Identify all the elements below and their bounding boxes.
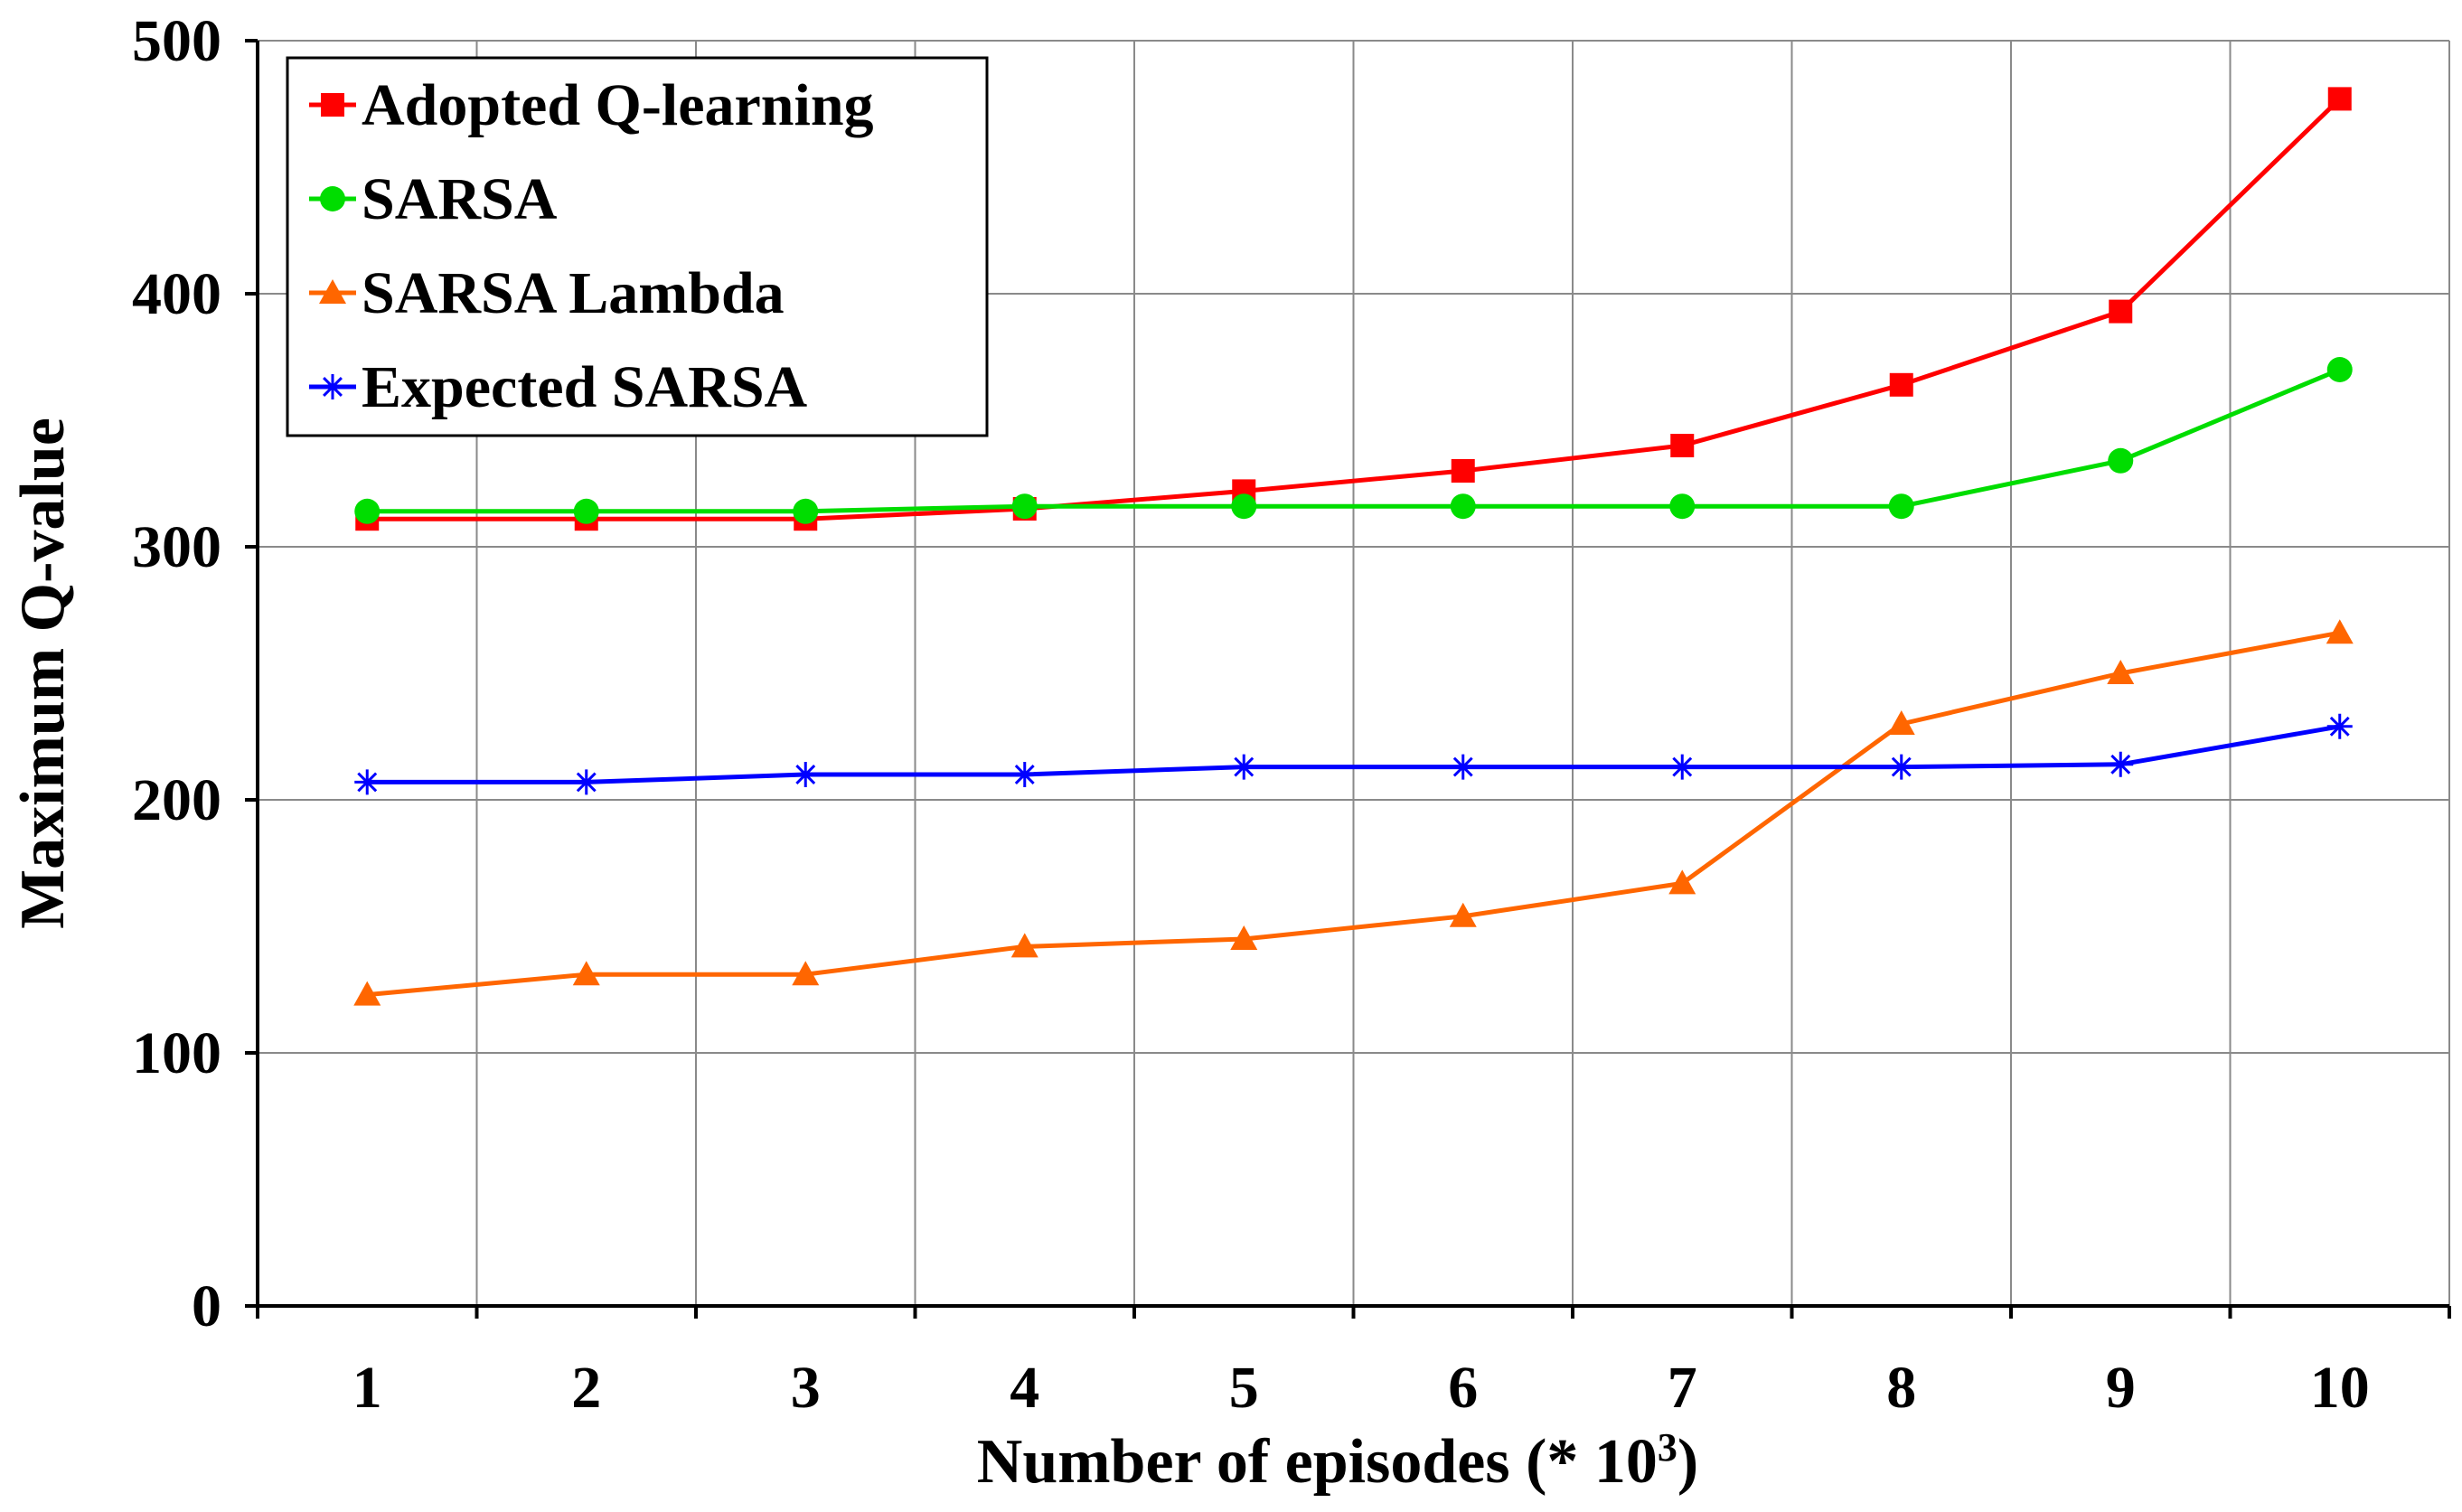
data-point: [2326, 357, 2353, 382]
y-axis-title: Maximum Q-value: [8, 418, 78, 929]
legend-item: SARSA Lambda: [309, 260, 785, 326]
data-point: [1889, 372, 1913, 397]
x-axis-title: Number of episodes (* 103): [977, 1425, 1698, 1497]
series-line: [367, 367, 2341, 514]
series-2: [353, 619, 2354, 1006]
data-point: [1668, 869, 1696, 895]
series-3: [354, 713, 2353, 795]
legend-label: Adopted Q-learning: [362, 72, 874, 138]
y-tick-label: 500: [132, 8, 221, 74]
axes: [245, 39, 2451, 1319]
data-point: [354, 769, 381, 795]
series-0: [355, 87, 2352, 531]
series-line: [367, 724, 2341, 784]
x-tick-label: 10: [2310, 1355, 2370, 1421]
x-tick-label: 5: [1229, 1355, 1259, 1421]
legend-label: SARSA Lambda: [362, 260, 785, 326]
data-point: [1451, 459, 1475, 483]
y-tick-labels: 0 100 200 300 400 500: [132, 8, 221, 1339]
x-tick-label: 1: [352, 1355, 382, 1421]
legend-box: [286, 56, 989, 437]
data-point: [1669, 493, 1696, 520]
series-layer: [353, 87, 2354, 1006]
data-point: [2326, 713, 2353, 739]
series-1: [354, 357, 2353, 524]
legend-item: SARSA: [309, 166, 558, 232]
data-point: [1450, 493, 1476, 520]
data-point: [1010, 933, 1038, 958]
data-point: [2327, 87, 2352, 111]
legend-marker: [321, 93, 344, 117]
y-tick-label: 200: [132, 767, 221, 833]
data-point: [1449, 902, 1477, 927]
x-tick-label: 2: [571, 1355, 601, 1421]
data-point: [2107, 660, 2135, 684]
data-point: [2108, 751, 2134, 777]
data-point: [2326, 619, 2354, 644]
x-tick-label: 6: [1448, 1355, 1478, 1421]
data-point: [1231, 754, 1257, 780]
data-point: [1230, 925, 1258, 950]
legend: Adopted Q-learning SARSA SARSA Lambda Expec…: [286, 56, 989, 437]
x-tick-label: 3: [791, 1355, 821, 1421]
data-point: [1011, 762, 1038, 787]
data-point: [354, 498, 381, 524]
data-point: [793, 498, 819, 524]
x-tick-label: 8: [1886, 1355, 1916, 1421]
legend-label: SARSA: [362, 166, 558, 232]
x-tick-labels: 1 2 3 4 5 6 7 8 9 10: [352, 1355, 2370, 1421]
legend-item: Expected SARSA: [309, 354, 808, 420]
data-point: [573, 769, 599, 795]
legend-label: Expected SARSA: [362, 354, 808, 420]
data-point: [1231, 493, 1257, 520]
data-point: [353, 981, 381, 1006]
y-tick-label: 400: [132, 261, 221, 327]
data-point: [1887, 710, 1915, 735]
series-line: [367, 630, 2341, 998]
data-point: [1450, 754, 1476, 780]
legend-item: Adopted Q-learning: [309, 72, 874, 138]
data-point: [1888, 493, 1914, 520]
legend-marker: [320, 374, 345, 399]
data-point: [2109, 299, 2133, 324]
legend-marker: [320, 186, 345, 211]
x-tick-label: 4: [1010, 1355, 1039, 1421]
data-point: [573, 498, 599, 524]
x-tick-label: 7: [1668, 1355, 1697, 1421]
data-point: [793, 762, 819, 787]
data-point: [2108, 447, 2134, 474]
data-point: [1888, 754, 1914, 780]
data-point: [792, 961, 820, 986]
series-line: [367, 97, 2342, 521]
data-point: [572, 961, 600, 986]
y-tick-label: 0: [192, 1273, 221, 1339]
data-point: [1011, 493, 1038, 520]
y-tick-label: 300: [132, 514, 221, 580]
data-point: [1670, 434, 1695, 457]
data-point: [1669, 754, 1696, 780]
x-tick-label: 9: [2106, 1355, 2136, 1421]
legend-marker: [319, 279, 346, 304]
y-tick-label: 100: [132, 1020, 221, 1086]
